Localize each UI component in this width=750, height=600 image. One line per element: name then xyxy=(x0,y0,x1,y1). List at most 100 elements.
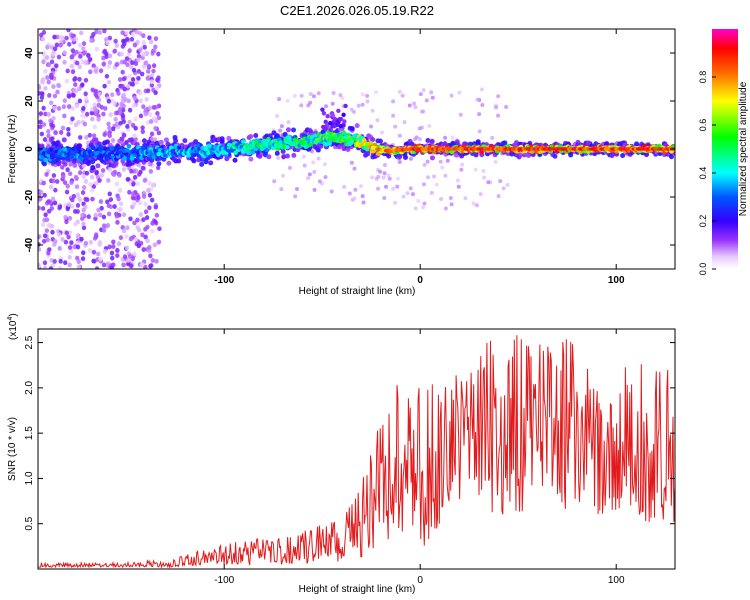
spectrogram-point xyxy=(480,103,485,108)
spectrogram-point xyxy=(332,116,337,122)
spectrogram-point xyxy=(149,79,154,85)
spectrogram-point xyxy=(342,119,347,124)
spectrogram-point xyxy=(142,178,148,183)
spectrogram-point xyxy=(338,93,343,98)
spectrogram-point xyxy=(400,93,405,98)
spectrogram-point xyxy=(454,139,460,145)
spectrogram-point xyxy=(77,76,82,82)
spectrogram-point xyxy=(325,113,330,119)
spectrogram-point xyxy=(130,60,135,66)
spectrogram-point xyxy=(152,242,158,248)
spectrogram-point xyxy=(81,225,87,231)
spectrogram-point xyxy=(320,107,325,112)
spectrogram-point xyxy=(38,83,41,89)
spectrogram-point xyxy=(97,240,103,245)
spectrogram-point xyxy=(430,95,435,100)
spectrogram-point xyxy=(384,184,389,189)
spectrogram-point xyxy=(116,241,122,247)
spectrogram-point xyxy=(132,201,137,207)
spectrogram-point xyxy=(109,146,115,151)
spectrogram-point xyxy=(427,123,432,128)
spectrogram-point xyxy=(128,236,134,242)
spectrogram-point xyxy=(67,41,72,47)
spectrogram-point xyxy=(62,180,68,186)
spectrogram-point xyxy=(391,186,396,191)
spectrogram-point xyxy=(138,47,143,53)
spectrogram-point xyxy=(138,113,144,119)
spectrogram-point xyxy=(250,150,256,155)
spectrogram-point xyxy=(104,73,110,79)
spectrogram-point xyxy=(69,54,75,59)
spectrogram-point xyxy=(43,157,49,163)
spectrogram-point xyxy=(108,197,114,203)
spectrogram-point xyxy=(153,118,159,124)
spectrogram-point xyxy=(482,175,487,180)
spectrogram-point xyxy=(308,92,313,97)
spectrogram-point xyxy=(145,69,151,74)
spectrogram-point xyxy=(104,139,110,145)
spectrogram-point xyxy=(136,57,141,63)
spectrogram-point xyxy=(143,107,149,113)
spectrogram-point xyxy=(107,53,113,59)
spectrogram-point xyxy=(57,245,62,251)
spectrogram-point xyxy=(151,105,157,110)
spectrogram-point xyxy=(155,111,160,116)
spectrogram-point xyxy=(61,159,66,165)
spectrogram-point xyxy=(496,194,501,199)
spectrogram-point xyxy=(147,205,152,211)
spectrogram-point xyxy=(494,105,499,110)
spectrogram-point xyxy=(369,124,374,129)
spectrogram-point xyxy=(38,192,42,198)
spectrogram-point xyxy=(386,173,391,178)
colorbar-tick-label: 0.4 xyxy=(698,167,708,180)
spectrogram-point xyxy=(281,173,286,178)
spectrogram-point xyxy=(424,98,429,103)
spectrogram-point xyxy=(136,195,141,200)
spectrogram-point xyxy=(94,170,99,176)
spectrogram-point xyxy=(91,31,96,37)
spectrogram-point xyxy=(101,227,107,233)
spectrogram-point xyxy=(88,239,94,245)
spectrogram-x-label: Height of straight line (km) xyxy=(299,286,416,297)
snr-y-tick-label: 1.0 xyxy=(24,471,35,485)
spectrogram-point xyxy=(148,119,154,124)
spectrogram-point xyxy=(102,29,107,34)
spectrogram-point xyxy=(378,169,383,174)
spectrogram-point xyxy=(136,243,142,249)
spectrogram-point xyxy=(70,197,75,203)
spectrogram-point xyxy=(294,187,299,192)
spectrogram-y-tick-label: -20 xyxy=(24,189,35,204)
spectrogram-point xyxy=(43,111,48,117)
spectrogram-point xyxy=(80,82,85,88)
spectrogram-point xyxy=(434,182,439,187)
spectrogram-point xyxy=(432,174,437,179)
spectrogram-point xyxy=(130,77,136,82)
spectrogram-point xyxy=(154,212,160,218)
spectrogram-point xyxy=(493,160,498,165)
spectrogram-point xyxy=(312,187,317,192)
spectrogram-point xyxy=(106,211,112,217)
spectrogram-point xyxy=(275,113,280,118)
spectrogram-point xyxy=(337,116,343,122)
spectrogram-point xyxy=(114,43,119,48)
spectrogram-point xyxy=(80,216,85,222)
spectrogram-point xyxy=(280,149,286,155)
spectrogram-point xyxy=(47,92,52,98)
spectrogram-point xyxy=(63,260,68,266)
spectrogram-point xyxy=(135,217,140,223)
spectrogram-point xyxy=(391,99,396,104)
spectrogram-point xyxy=(114,181,120,187)
colorbar-tick-label: 0.8 xyxy=(698,71,708,84)
spectrogram-point xyxy=(91,249,97,255)
spectrogram-point xyxy=(125,225,130,231)
spectrogram-point xyxy=(77,197,83,203)
spectrogram-point xyxy=(620,152,626,158)
spectrogram-point xyxy=(118,106,123,112)
spectrogram-point xyxy=(195,142,201,148)
spectrogram-point xyxy=(68,161,73,167)
spectrogram-point xyxy=(111,126,116,132)
spectrogram-point xyxy=(141,247,146,252)
spectrogram-point xyxy=(449,93,454,98)
spectrogram-point xyxy=(72,77,77,82)
spectrogram-point xyxy=(75,255,80,261)
